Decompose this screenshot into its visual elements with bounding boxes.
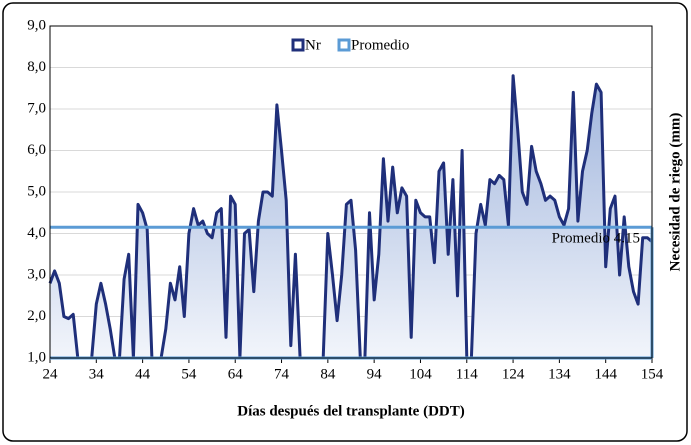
- y-axis-title: Necesidad de riego (mm): [667, 113, 683, 272]
- series-line: [48, 74, 653, 360]
- x-tick-label: 34: [89, 366, 105, 382]
- x-tick-label: 124: [502, 366, 525, 382]
- legend-label: Promedio: [351, 37, 409, 53]
- x-axis-title: Días después del transplante (DDT): [237, 403, 465, 419]
- plot-border: [49, 25, 653, 359]
- y-tick-label: 2,0: [27, 308, 46, 324]
- area-fill: [50, 75, 652, 359]
- x-tick-label: 94: [367, 366, 383, 382]
- x-tick-label: 84: [320, 366, 336, 382]
- y-tick-label: 3,0: [27, 266, 46, 282]
- average-annotation: Promedio 4.15: [552, 231, 640, 247]
- legend-label: Nr: [305, 37, 321, 53]
- x-tick-label: 144: [594, 366, 617, 382]
- x-tick-label: 74: [274, 366, 290, 382]
- y-tick-label: 6,0: [27, 142, 46, 158]
- x-tick-label: 24: [43, 366, 59, 382]
- y-tick-label: 8,0: [27, 59, 46, 75]
- y-tick-label: 1,0: [27, 349, 46, 365]
- legend-swatch: [291, 38, 305, 52]
- x-tick-label: 64: [228, 366, 244, 382]
- y-tick-label: 9,0: [27, 17, 46, 33]
- x-tick-label: 104: [409, 366, 432, 382]
- legend-swatch: [337, 38, 351, 52]
- x-tick-label: 134: [548, 366, 571, 382]
- y-tick-label: 7,0: [27, 100, 46, 116]
- y-tick-label: 5,0: [27, 183, 46, 199]
- x-tick-label: 54: [181, 366, 197, 382]
- y-tick-label: 4,0: [27, 225, 46, 241]
- x-tick-label: 154: [641, 366, 664, 382]
- x-tick-label: 114: [456, 366, 478, 382]
- x-tick-label: 44: [135, 366, 151, 382]
